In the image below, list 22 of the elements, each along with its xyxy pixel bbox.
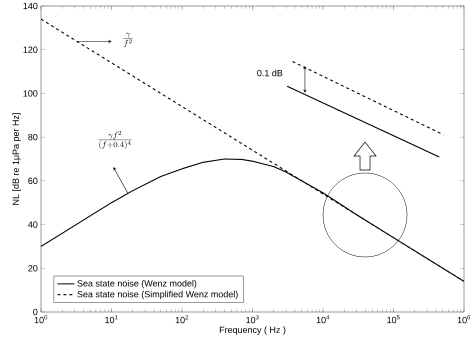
x-tick-label: 10$^{0}$ [34, 315, 48, 324]
x-tick-label: 10$^{1}$ [105, 315, 118, 324]
x-tick-label: 10$^{4}$ [316, 315, 330, 324]
x-axis-title: Frequency ( Hz ) [220, 326, 286, 335]
y-tick-label: 120 [24, 46, 38, 53]
y-tick-label: 0 [33, 308, 38, 316]
y-tick-label: 100 [24, 90, 38, 97]
y-axis-title: NL [dB re 1μPa per Hz] [12, 113, 21, 205]
y-tick-label: 20 [28, 265, 38, 272]
y-tick-label: 140 [24, 2, 38, 10]
x-tick-label: 10$^{5}$ [387, 315, 400, 324]
legend-label: Sea state noise (Wenz model) [77, 280, 196, 288]
y-tick-label: 40 [28, 221, 38, 228]
x-tick-label: 10$^{6}$ [458, 315, 470, 324]
legend-label: Sea state noise (Simplified Wenz model) [77, 290, 238, 300]
x-tick-label: 10$^{2}$ [176, 315, 188, 324]
annotation: 0.1 dB [257, 70, 282, 76]
y-tick-label: 60 [28, 178, 38, 184]
annotation: $\frac{\gamma}{f^{2}}$ [124, 32, 133, 48]
annotation: $\frac{\gamma f^{2}}{(f+0.4)^{4}}$ [98, 130, 132, 149]
y-tick-label: 80 [28, 134, 38, 140]
x-tick-label: 10$^{3}$ [246, 315, 259, 324]
